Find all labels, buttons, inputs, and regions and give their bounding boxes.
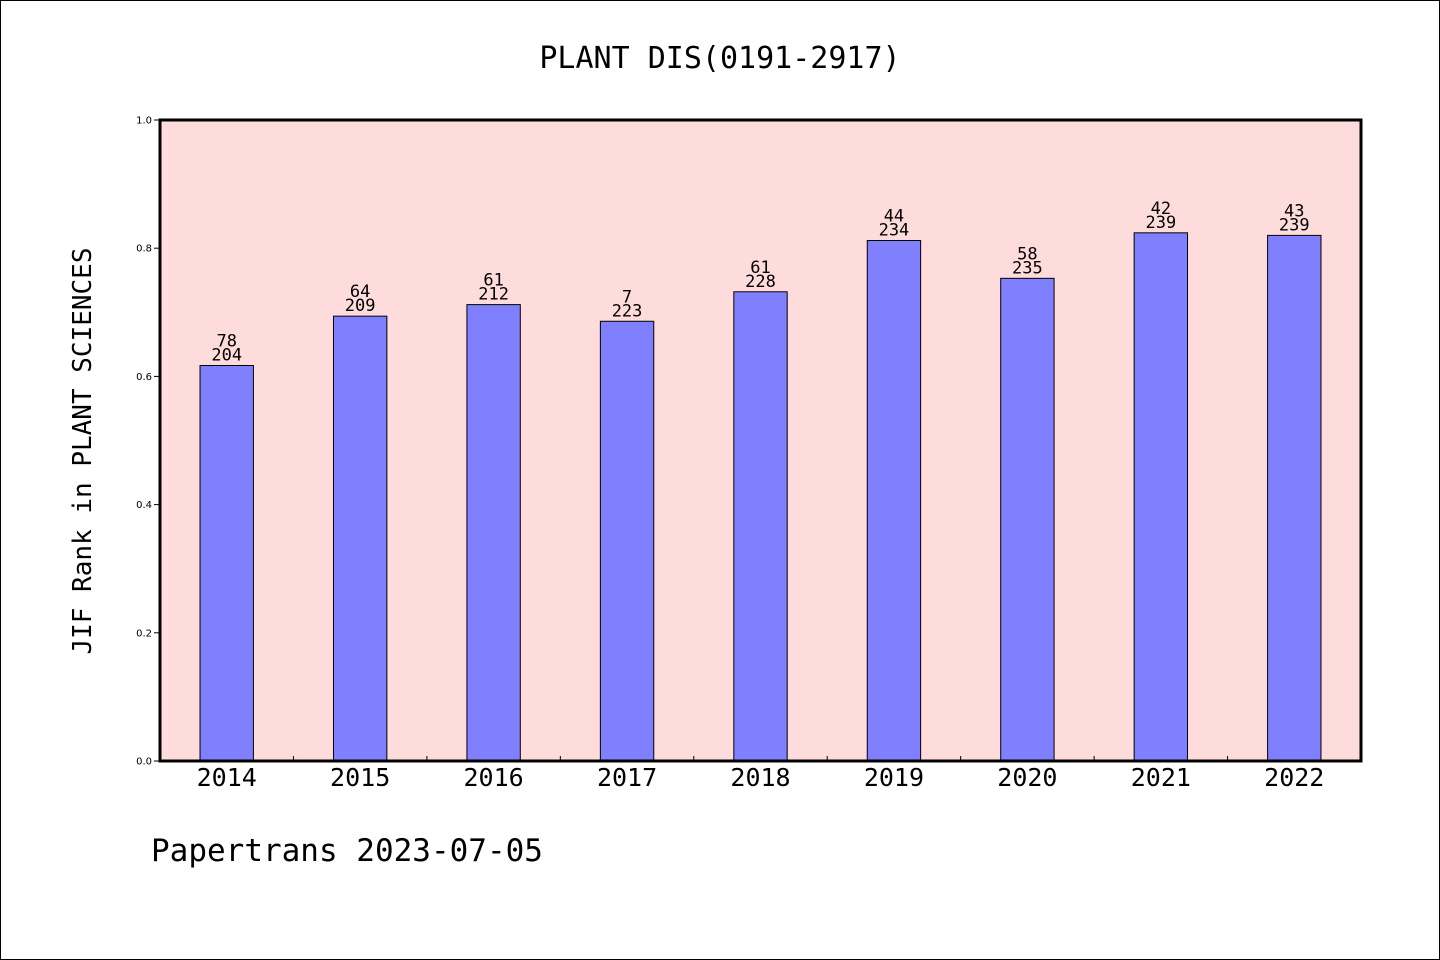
data-label-total-2020: 235 <box>1012 258 1043 278</box>
data-label-rank-2020: 58 <box>1017 244 1037 264</box>
data-label-rank-2022: 43 <box>1284 201 1304 221</box>
bar-2022 <box>1267 234 1322 762</box>
data-label-total-2021: 239 <box>1145 213 1176 233</box>
data-label-rank-2016: 61 <box>483 271 503 291</box>
bar-2014 <box>199 365 254 762</box>
y-axis-label: JIF Rank in PLANT SCIENCES <box>68 248 98 655</box>
bar-2020 <box>1000 277 1055 762</box>
chart-title: PLANT DIS(0191-2917) <box>539 41 900 76</box>
plot-border <box>158 118 1363 763</box>
y-tick-label-0.4: 0.4 <box>136 500 152 511</box>
x-tick-label-2015: 2015 <box>330 763 390 792</box>
bars-group <box>199 232 1322 762</box>
data-label-rank-2021: 42 <box>1151 199 1171 219</box>
y-tick-label-1.0: 1.0 <box>136 116 152 127</box>
bar-2021 <box>1133 232 1189 762</box>
y-tick-label-0.2: 0.2 <box>136 628 152 639</box>
y-tick-label-0.0: 0.0 <box>136 757 152 768</box>
x-tick-label-2022: 2022 <box>1264 763 1324 792</box>
y-ticks-group: 0.0 0.2 0.4 0.6 0.8 1.0 <box>136 116 160 768</box>
data-label-rank-2015: 64 <box>350 282 370 302</box>
y-tick-label-0.6: 0.6 <box>136 372 152 383</box>
data-label-total-2019: 234 <box>879 221 910 241</box>
data-label-total-2015: 209 <box>345 296 376 316</box>
x-tick-label-2021: 2021 <box>1131 763 1191 792</box>
data-label-total-2014: 204 <box>211 346 242 366</box>
data-label-total-2017: 223 <box>612 301 643 321</box>
x-tick-label-2016: 2016 <box>464 763 524 792</box>
data-label-rank-2014: 78 <box>216 332 236 352</box>
x-tick-label-2019: 2019 <box>864 763 924 792</box>
x-tick-label-2014: 2014 <box>197 763 257 792</box>
data-label-rank-2018: 61 <box>750 258 770 278</box>
bar-2015 <box>332 315 388 762</box>
x-ticks-group: 2014 2015 2016 2017 2018 2019 2020 2021 2022 <box>197 756 1324 792</box>
footer-credit: Papertrans 2023-07-05 <box>151 833 543 869</box>
data-label-total-2018: 228 <box>745 272 776 292</box>
y-tick-label-0.8: 0.8 <box>136 244 152 255</box>
data-label-rank-2017: 7 <box>622 287 632 307</box>
bar-2019 <box>866 240 922 762</box>
x-tick-label-2020: 2020 <box>997 763 1057 792</box>
x-tick-label-2017: 2017 <box>597 763 657 792</box>
x-tick-label-2018: 2018 <box>730 763 790 792</box>
bar-2016 <box>466 304 521 762</box>
data-label-total-2022: 239 <box>1279 215 1310 235</box>
data-label-rank-2019: 44 <box>884 207 904 227</box>
bar-2018 <box>733 291 788 762</box>
data-label-total-2016: 212 <box>478 285 509 305</box>
bar-2017 <box>599 320 655 762</box>
